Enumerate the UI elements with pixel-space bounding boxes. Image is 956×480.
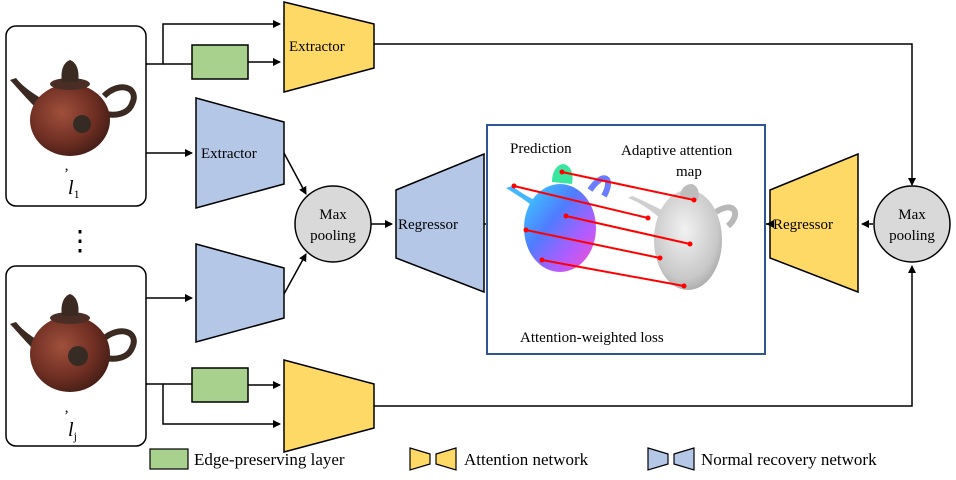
input-label-j: lj [68,419,77,443]
max-pooling-left: Max pooling [294,185,372,263]
max-pooling-left-line1: Max [319,207,347,223]
input-label-1: l1 [68,177,80,201]
max-pooling-right: Max pooling [873,185,951,263]
attention-map-teapot [628,184,739,290]
regressor-attention-label: Regressor [773,217,833,233]
legend-item-edge: Edge-preserving layer [149,448,345,470]
attention-map-label-line1: Adaptive attention [621,143,733,159]
extractor-attention [283,1,375,93]
normal-extractors: Extractor [146,97,307,343]
attention-bowtie-right-icon [435,447,457,471]
input-label-1-prime: ’ [64,166,69,182]
legend-item-attention: Attention network [409,447,589,471]
correspondence-lines [513,171,695,287]
input-image-j: ’ lj [5,265,147,447]
max-pooling-left-line2: pooling [310,228,356,244]
legend-item-normal: Normal recovery network [647,447,877,471]
input-image-1: ’ l1 [5,25,147,207]
edge-preserving-layer-top [191,44,249,80]
attention-bowtie-left-icon [409,447,431,471]
max-pooling-right-line1: Max [898,207,926,223]
edge-layer-legend-icon [149,448,189,470]
bottom-attention-branch [146,265,916,453]
legend: Edge-preserving layer Attention network … [149,447,877,471]
legend-label-attention: Attention network [464,450,589,469]
loss-label: Attention-weighted loss [520,330,664,346]
teapot-photo-1 [10,60,137,156]
input-label-j-prime: ’ [64,408,69,424]
max-pooling-right-line2: pooling [889,228,935,244]
center-panel: Prediction Adaptive attention map [486,124,766,355]
vertical-ellipsis: ⋮ [66,226,94,257]
extractor-attention-bottom [283,359,375,453]
regressor-normal-label: Regressor [398,217,458,233]
extractor-normal-label: Extractor [201,146,257,162]
attention-map-label-line2: map [676,164,702,180]
regressor-normal: Regressor [395,152,485,294]
prediction-teapot [506,164,611,272]
teapot-photo-j [10,294,137,392]
extractor-normal-j [195,243,285,343]
top-attention-branch: Extractor [146,1,916,186]
extractor-attention-label: Extractor [289,39,345,55]
correspondence-points [511,169,697,289]
normal-bowtie-right-icon [673,447,695,471]
extractor-normal [195,97,285,209]
legend-label-normal: Normal recovery network [701,450,877,469]
regressor-attention: Regressor [769,152,859,294]
edge-preserving-layer-bottom [191,367,249,403]
normal-bowtie-left-icon [647,447,669,471]
prediction-label: Prediction [510,141,572,157]
legend-label-edge: Edge-preserving layer [194,450,345,469]
